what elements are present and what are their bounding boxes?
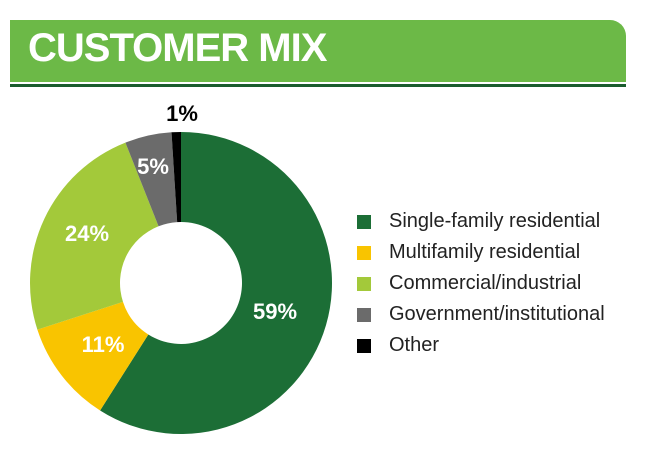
slice-label-4: 5% [137,154,169,179]
legend-item: Single-family residential [357,206,605,237]
legend-label: Multifamily residential [389,241,581,263]
slice-label-1: 59% [253,299,297,324]
legend: Single-family residential Multifamily res… [357,206,605,361]
donut-chart: 59% 11% 24% 5% 1% [29,101,333,434]
slice-1 [100,132,333,434]
legend-swatch [357,307,371,322]
slice-label-5: 1% [166,101,198,126]
slice-5 [171,132,181,223]
slice-3 [29,142,159,330]
legend-swatch [357,245,371,260]
slice-label-3: 24% [65,221,109,246]
legend-label: Other [389,334,440,356]
header-bar [10,20,626,82]
header-rule [10,84,626,87]
legend-item: Government/institutional [357,299,605,330]
legend-swatch [357,338,371,353]
legend-label: Government/institutional [389,303,605,325]
slice-2 [37,301,149,411]
legend-item: Multifamily residential [357,237,605,268]
slice-label-2: 11% [82,332,125,357]
legend-label: Single-family residential [389,210,601,232]
slice-4 [125,132,178,227]
legend-item: Other [357,330,605,361]
chart-title: CUSTOMER MIX [28,26,327,70]
legend-label: Commercial/industrial [389,272,582,294]
legend-item: Commercial/industrial [357,268,605,299]
legend-swatch [357,276,371,291]
legend-swatch [357,214,371,229]
